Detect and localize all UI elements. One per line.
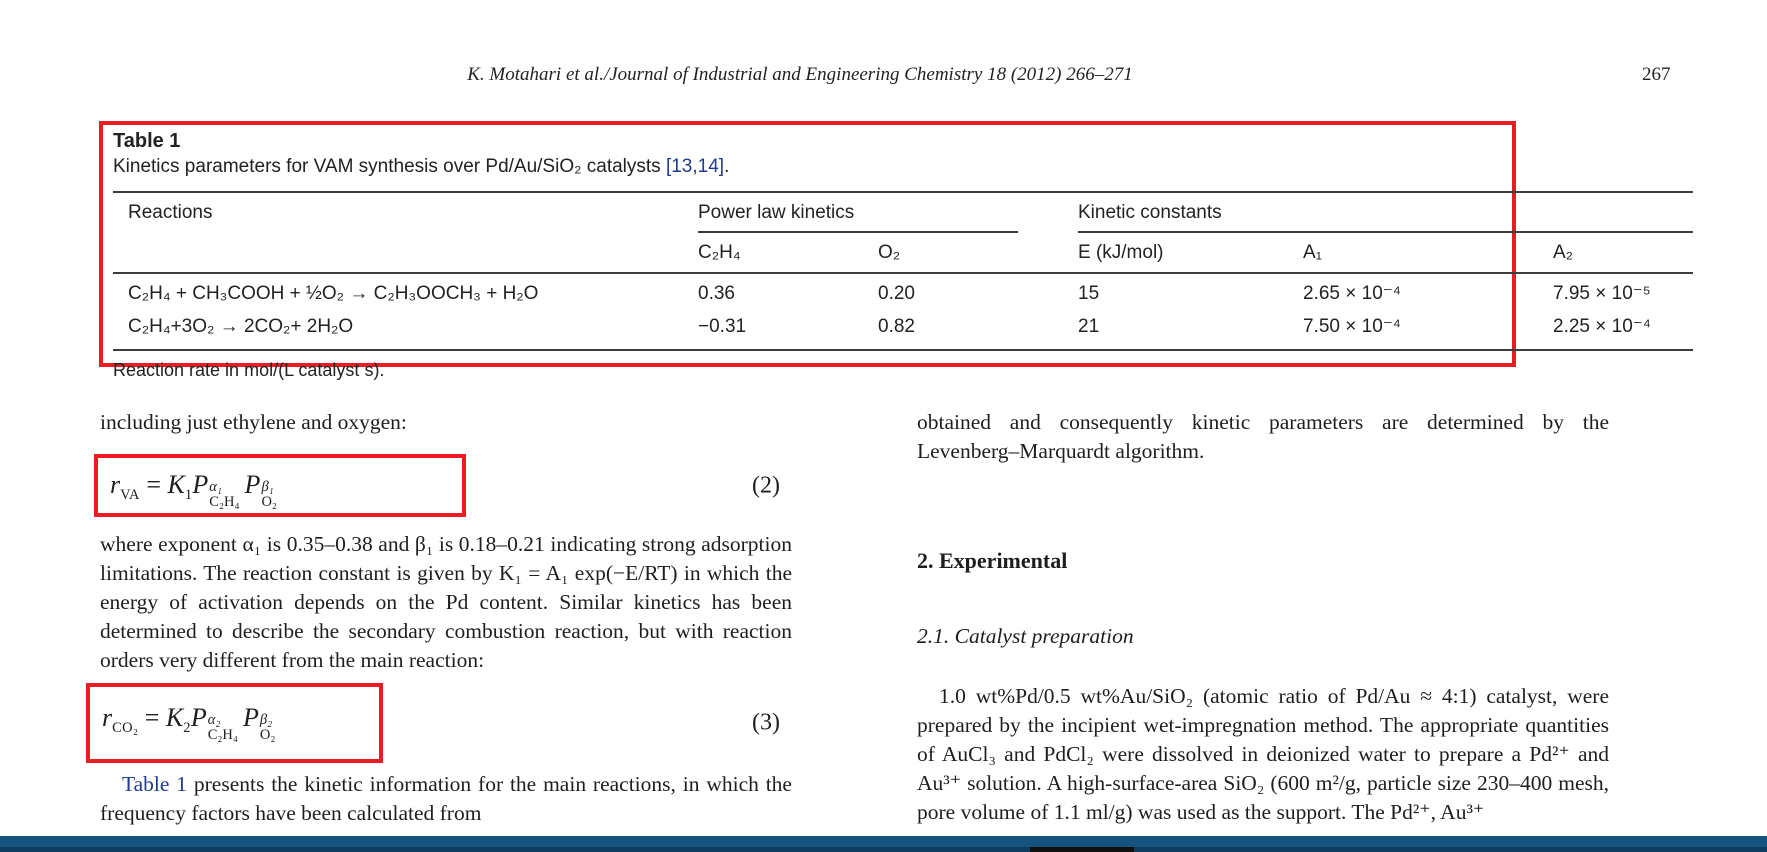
table-row: C₂H₄+3O₂ → 2CO₂+ 2H₂O −0.31 0.82 21 7.50…	[113, 307, 1694, 351]
table-subheader-row: C₂H₄ O₂ E (kJ/mol) A₁ A₂	[113, 233, 1694, 274]
cell-a2: 7.95 × 10⁻⁵	[1553, 283, 1651, 304]
column-group-kinetic-constants: Kinetic constants	[1078, 191, 1694, 233]
bottom-taskbar-sliver	[1030, 847, 1134, 852]
intro-line: including just ethylene and oxygen:	[100, 410, 407, 434]
column-group-power-law: Power law kinetics	[698, 191, 1078, 233]
cell-e: 21	[1078, 307, 1303, 351]
table-1: Table 1 Kinetics parameters for VAM synt…	[113, 130, 1694, 381]
table-label: Table 1	[113, 130, 181, 152]
table-caption-text: Kinetics parameters for VAM synthesis ov…	[113, 156, 666, 177]
equation-2-number: (2)	[752, 472, 780, 498]
cell-a1: 7.50 × 10⁻⁴	[1303, 307, 1553, 351]
column-header-o2: O₂	[878, 233, 1078, 274]
table-caption-period: .	[724, 156, 730, 177]
table-1-ref-link[interactable]: Table 1	[122, 772, 188, 796]
body-paragraph: obtained and consequently kinetic parame…	[917, 410, 1609, 463]
cell-a1: 2.65 × 10⁻⁴	[1303, 283, 1401, 304]
table-row: C₂H₄ + CH₃COOH + ½O₂ → C₂H₃OOCH₃ + H₂O 0…	[113, 273, 1693, 307]
body-paragraph: Table 1 presents the kinetic information…	[100, 770, 792, 828]
column-subheader-empty	[113, 233, 698, 274]
column-header-a2: A₂	[1553, 233, 1694, 274]
column-header-reactions: Reactions	[113, 191, 698, 233]
table-caption: Kinetics parameters for VAM synthesis ov…	[113, 156, 1693, 178]
cell-c2h4: −0.31	[698, 307, 878, 351]
table-group-header-row: Reactions Power law kinetics Kinetic con…	[113, 191, 1694, 233]
running-head: K. Motahari et al./Journal of Industrial…	[467, 64, 1133, 85]
cell-a2: 2.25 × 10⁻⁴	[1553, 307, 1694, 351]
right-text-column: obtained and consequently kinetic parame…	[917, 408, 1609, 827]
page-number: 267	[1642, 64, 1671, 85]
cell-o2: 0.82	[878, 307, 1078, 351]
cell-reaction: C₂H₄ + CH₃COOH + ½O₂ → C₂H₃OOCH₃ + H₂O	[128, 283, 539, 304]
cell-reaction: C₂H₄+3O₂ → 2CO₂+ 2H₂O	[113, 307, 698, 351]
column-header-e: E (kJ/mol)	[1078, 233, 1303, 274]
table-footnote: Reaction rate in mol/(L catalyst s).	[113, 360, 385, 380]
cell-o2: 0.20	[878, 283, 915, 304]
paragraph-text: presents the kinetic information for the…	[100, 772, 792, 825]
column-header-c2h4: C₂H₄	[698, 233, 878, 274]
body-paragraph: where exponent α₁ is 0.35–0.38 and β₁ is…	[100, 532, 792, 672]
citation-link[interactable]: [13,14]	[665, 156, 725, 177]
left-text-column: including just ethylene and oxygen: rVA …	[86, 408, 792, 828]
kinetics-table: Reactions Power law kinetics Kinetic con…	[113, 191, 1694, 351]
cell-e: 15	[1078, 283, 1100, 304]
column-header-a1: A₁	[1303, 233, 1553, 274]
subsection-heading: 2.1. Catalyst preparation	[917, 624, 1134, 648]
bottom-window-edge-shadow	[0, 847, 1767, 852]
equation-3-number: (3)	[752, 709, 780, 736]
section-heading: 2. Experimental	[917, 548, 1068, 573]
cell-c2h4: 0.36	[698, 283, 735, 304]
body-paragraph: 1.0 wt%Pd/0.5 wt%Au/SiO₂ (atomic ratio o…	[917, 684, 1609, 824]
